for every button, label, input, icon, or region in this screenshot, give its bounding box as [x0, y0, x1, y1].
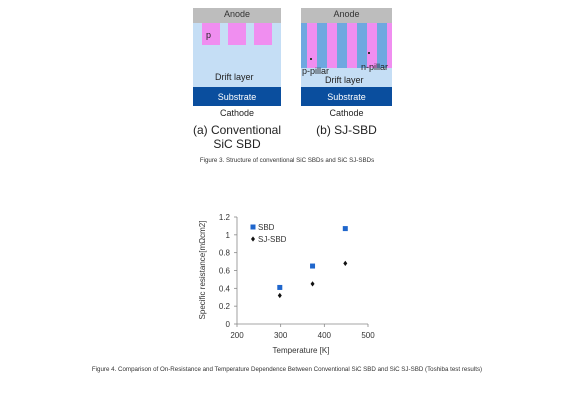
- sj-sbd-legend-marker: [251, 236, 255, 242]
- sbd-legend-marker: [250, 224, 256, 230]
- y-tick-label: 0.2: [219, 302, 231, 311]
- p-pillar: [387, 23, 392, 68]
- p-region: [228, 23, 246, 45]
- x-axis-title: Temperature [K]: [273, 346, 330, 355]
- p-pillar-label: p-pillar: [302, 66, 330, 76]
- substrate-label: Substrate: [217, 92, 257, 102]
- drift-layer-label: Drift layer: [215, 72, 254, 82]
- sj-sbd-legend-label: SJ-SBD: [258, 235, 287, 244]
- y-tick-label: 0: [226, 320, 231, 329]
- figure-4-caption: Figure 4. Comparison of On-Resistance an…: [91, 366, 483, 373]
- y-tick-label: 0.6: [219, 267, 231, 276]
- conventional-caption-line2: SiC SBD: [213, 137, 261, 151]
- n-pillar: [301, 23, 307, 68]
- x-tick-label: 200: [230, 331, 244, 340]
- sbd-point: [342, 226, 348, 232]
- y-tick-label: 1: [226, 231, 231, 240]
- drift-layer-label: Drift layer: [325, 75, 364, 85]
- y-tick-label: 1.2: [219, 213, 231, 222]
- sbd-legend-label: SBD: [258, 223, 275, 232]
- anode-label: Anode: [223, 9, 251, 19]
- sbd-point: [277, 284, 283, 290]
- conventional-sbd-diagram: Anode p Drift layer Substrate: [193, 8, 281, 106]
- n-pillar: [317, 23, 327, 68]
- sj-sbd-point: [343, 260, 348, 266]
- substrate-layer: [301, 87, 392, 106]
- n-pillar: [337, 23, 347, 68]
- substrate-label: Substrate: [327, 92, 366, 102]
- conventional-caption-line1: (a) Conventional: [192, 123, 282, 137]
- p-pillar: [347, 23, 357, 68]
- x-tick-label: 500: [361, 331, 375, 340]
- p-pillar: [327, 23, 337, 68]
- pointer-dot: [310, 58, 312, 60]
- p-pillar: [367, 23, 377, 68]
- p-pillar: [307, 23, 317, 68]
- y-tick-label: 0.8: [219, 249, 231, 258]
- anode-label: Anode: [333, 9, 360, 19]
- n-pillar: [357, 23, 367, 68]
- anode-layer: [193, 8, 281, 23]
- sj-caption: (b) SJ-SBD: [316, 123, 377, 137]
- x-tick-label: 300: [274, 331, 288, 340]
- anode-layer: [301, 8, 392, 23]
- substrate-layer: [193, 87, 281, 106]
- pointer-dot: [368, 52, 370, 54]
- n-pillar-label: n-pillar: [361, 62, 389, 72]
- n-pillar: [377, 23, 387, 68]
- cathode-label: Cathode: [219, 108, 255, 118]
- cathode-label: Cathode: [329, 108, 364, 118]
- sj-sbd-diagram: Anode n-pillar p-pillar Drift layer Subs…: [301, 8, 392, 106]
- x-tick-label: 400: [318, 331, 332, 340]
- figure-3-caption: Figure 3. Structure of conventional SiC …: [199, 157, 375, 164]
- sj-sbd-point: [277, 292, 282, 299]
- p-label: p: [206, 30, 212, 40]
- sbd-point: [310, 263, 316, 269]
- sj-sbd-point: [310, 281, 315, 287]
- p-region: [254, 23, 272, 45]
- p-region: [202, 23, 220, 45]
- y-axis-title: Specific resistance[mΩcm2]: [198, 221, 207, 320]
- y-tick-label: 0.4: [219, 284, 231, 293]
